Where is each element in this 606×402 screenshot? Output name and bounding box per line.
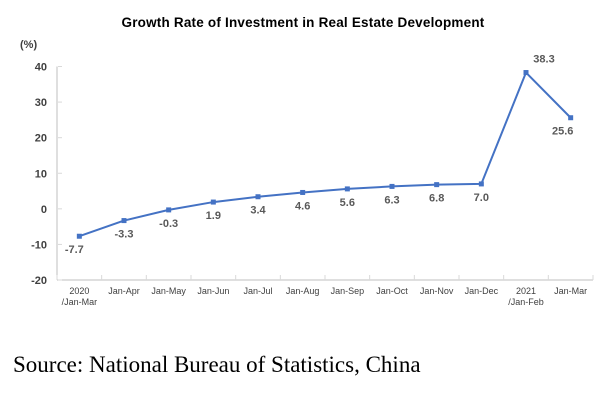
svg-text:6.8: 6.8 — [429, 193, 444, 205]
svg-text:-10: -10 — [31, 239, 47, 251]
svg-text:Jan-Sep: Jan-Sep — [331, 286, 365, 296]
svg-text:5.6: 5.6 — [340, 197, 355, 209]
source-note: Source: National Bureau of Statistics, C… — [13, 352, 421, 377]
svg-text:2020: 2020 — [69, 286, 89, 296]
axes — [56, 66, 593, 281]
svg-text:4.6: 4.6 — [295, 200, 310, 212]
svg-text:1.9: 1.9 — [206, 210, 221, 222]
svg-text:Jan-Apr: Jan-Apr — [108, 286, 140, 296]
svg-text:Jan-Jun: Jan-Jun — [197, 286, 229, 296]
svg-text:40: 40 — [35, 62, 47, 74]
svg-text:-7.7: -7.7 — [65, 244, 84, 256]
chart-title: Growth Rate of Investment in Real Estate… — [121, 15, 485, 30]
data-labels: -7.7 -3.3 -0.3 1.9 3.4 4.6 5.6 6.3 6.8 7.0 38.3 25.… — [65, 54, 574, 257]
x-axis-labels: 2020/Jan-Mar Jan-Apr Jan-May Jan-Jun Jan-Jul… — [62, 286, 588, 307]
y-axis-unit-label: (%) — [20, 39, 38, 51]
svg-text:-20: -20 — [31, 275, 47, 287]
svg-text:25.6: 25.6 — [552, 126, 573, 138]
svg-text:-3.3: -3.3 — [115, 229, 134, 241]
svg-text:20: 20 — [35, 133, 47, 145]
svg-text:10: 10 — [35, 168, 47, 180]
svg-text:6.3: 6.3 — [384, 194, 399, 206]
svg-text:30: 30 — [35, 97, 47, 109]
svg-text:Jan-Mar: Jan-Mar — [554, 286, 587, 296]
svg-text:/Jan-Mar: /Jan-Mar — [62, 297, 98, 307]
y-axis-labels: 40 30 20 10 0 -10 -20 — [31, 62, 47, 288]
svg-text:-0.3: -0.3 — [159, 218, 178, 230]
svg-text:/Jan-Feb: /Jan-Feb — [508, 297, 544, 307]
line-plot: 40 30 20 10 0 -10 -20 2020/Jan-Mar Jan-Apr Jan-Ma… — [31, 54, 594, 307]
svg-text:3.4: 3.4 — [250, 205, 266, 217]
svg-text:2021: 2021 — [516, 286, 536, 296]
tick-marks — [56, 66, 594, 281]
svg-text:38.3: 38.3 — [533, 54, 554, 66]
svg-text:0: 0 — [41, 204, 47, 216]
svg-text:Jan-Jul: Jan-Jul — [243, 286, 272, 296]
svg-text:Jan-Aug: Jan-Aug — [286, 286, 320, 296]
svg-text:Jan-Dec: Jan-Dec — [465, 286, 499, 296]
svg-text:7.0: 7.0 — [474, 192, 489, 204]
svg-text:Jan-Oct: Jan-Oct — [376, 286, 408, 296]
data-point-markers — [76, 70, 574, 239]
svg-text:Jan-Nov: Jan-Nov — [420, 286, 454, 296]
svg-text:Jan-May: Jan-May — [151, 286, 186, 296]
series-line — [78, 71, 572, 238]
